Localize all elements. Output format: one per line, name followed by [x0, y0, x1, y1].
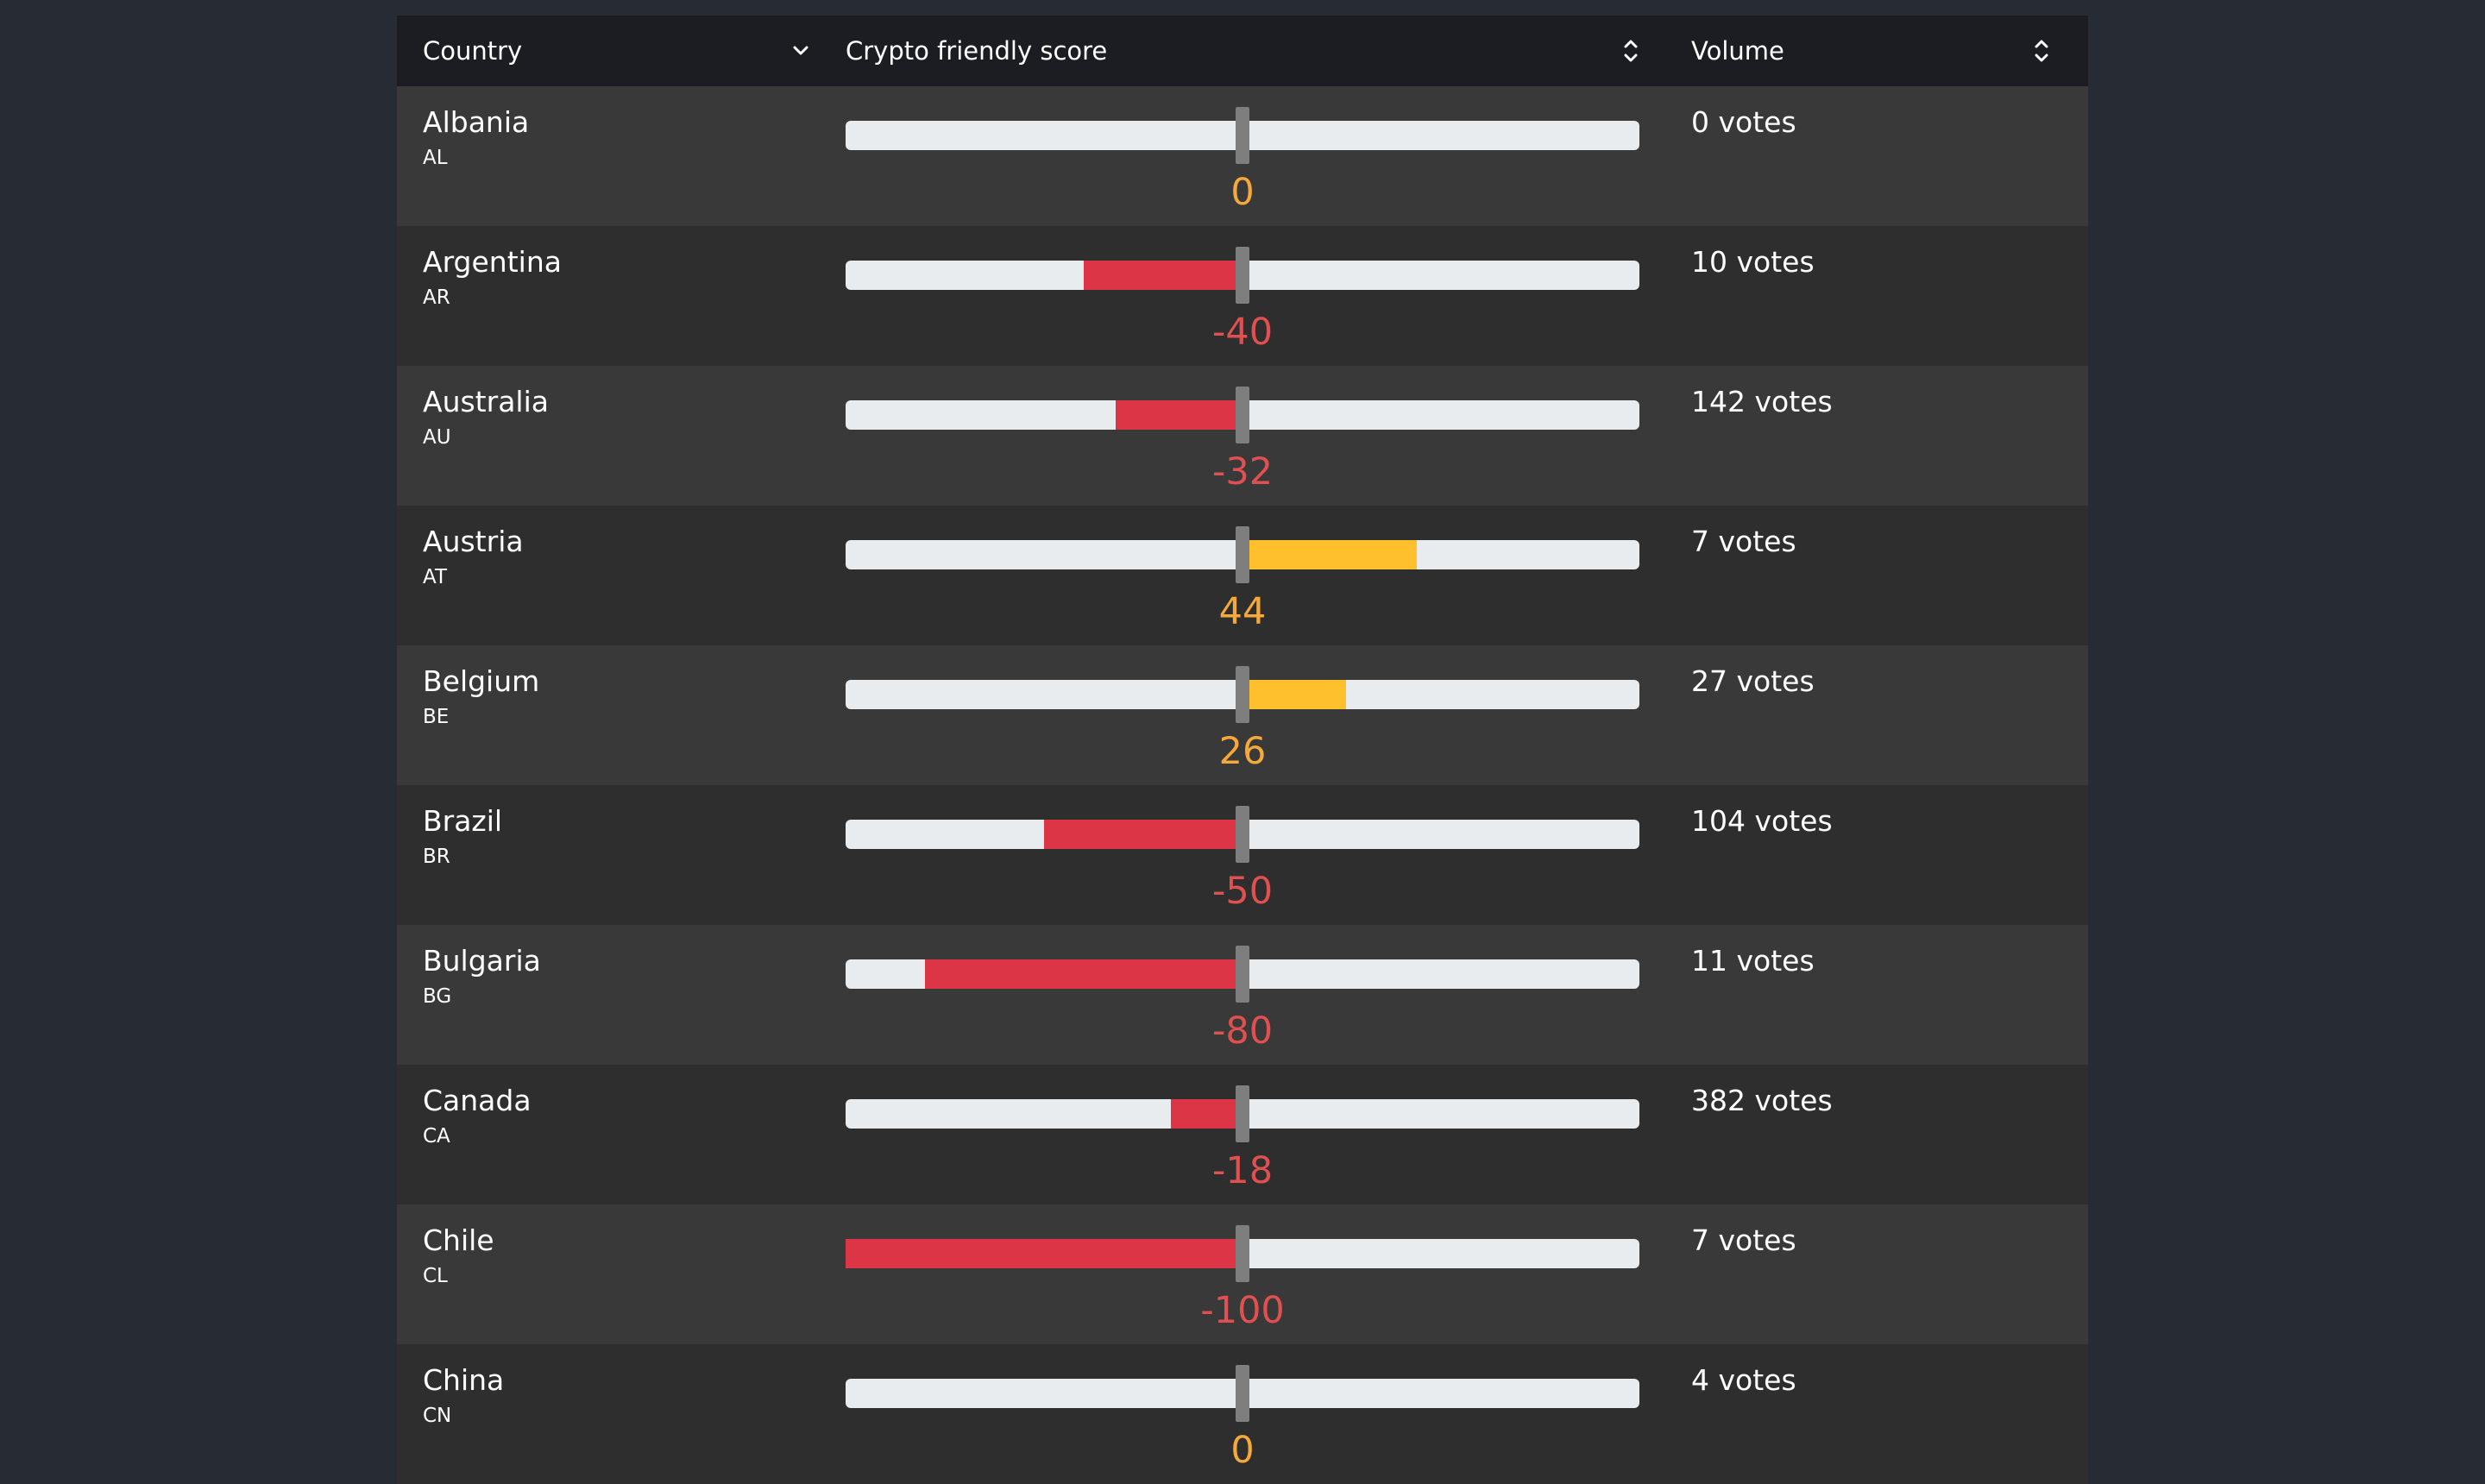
score-value: 26 — [1218, 730, 1267, 773]
country-name: Brazil — [423, 804, 503, 838]
score-value: -32 — [1211, 450, 1274, 494]
vote-count: 11 votes — [1691, 944, 1815, 978]
score-bar — [846, 806, 1639, 863]
score-value: -100 — [1200, 1289, 1285, 1332]
sort-updown-icon[interactable] — [1620, 35, 1641, 66]
vote-count: 382 votes — [1691, 1084, 1833, 1117]
score-fill — [1084, 261, 1242, 290]
score-fill — [1044, 820, 1242, 849]
table-body: Albania AL 0 0 votes Argentina AR -40 10… — [397, 86, 2088, 1484]
vote-count: 0 votes — [1691, 105, 1796, 139]
score-fill — [846, 1239, 1242, 1268]
country-column-header[interactable]: Country — [423, 16, 820, 86]
volume-column-header[interactable]: Volume — [1691, 16, 2071, 86]
table-row[interactable]: Argentina AR -40 10 votes — [397, 226, 2088, 366]
table-row[interactable]: Austria AT 44 7 votes — [397, 506, 2088, 645]
country-code: BG — [423, 985, 452, 1008]
country-name: Austria — [423, 525, 524, 558]
score-center-marker — [1236, 666, 1249, 723]
country-name: Argentina — [423, 245, 562, 279]
score-value: 0 — [1230, 1429, 1255, 1472]
country-score-table: Country Crypto friendly score Volume Alb… — [397, 16, 2088, 1484]
score-bar — [846, 526, 1639, 583]
score-value: -50 — [1211, 870, 1274, 913]
score-fill — [1171, 1099, 1242, 1129]
table-row[interactable]: Canada CA -18 382 votes — [397, 1065, 2088, 1204]
score-fill — [1242, 540, 1418, 569]
score-bar — [846, 247, 1639, 304]
country-code: AU — [423, 426, 451, 449]
country-code: AT — [423, 566, 447, 588]
score-fill — [1115, 400, 1242, 430]
table-row[interactable]: Bulgaria BG -80 11 votes — [397, 925, 2088, 1065]
country-code: AL — [423, 147, 448, 169]
chevron-down-icon[interactable] — [790, 35, 811, 66]
country-code: CN — [423, 1405, 452, 1427]
vote-count: 27 votes — [1691, 664, 1815, 698]
vote-count: 7 votes — [1691, 1223, 1796, 1257]
score-center-marker — [1236, 387, 1249, 443]
country-code: CA — [423, 1125, 450, 1148]
score-center-marker — [1236, 1085, 1249, 1142]
vote-count: 10 votes — [1691, 245, 1815, 279]
vote-count: 7 votes — [1691, 525, 1796, 558]
score-bar — [846, 387, 1639, 443]
score-value: -80 — [1211, 1009, 1274, 1053]
score-bar — [846, 107, 1639, 164]
country-name: Australia — [423, 385, 549, 418]
table-row[interactable]: Brazil BR -50 104 votes — [397, 785, 2088, 925]
score-value: -18 — [1211, 1149, 1274, 1192]
table-row[interactable]: Chile CL -100 7 votes — [397, 1204, 2088, 1344]
score-center-marker — [1236, 1225, 1249, 1282]
table-row[interactable]: Australia AU -32 142 votes — [397, 366, 2088, 506]
score-center-marker — [1236, 1365, 1249, 1422]
score-center-marker — [1236, 247, 1249, 304]
country-name: Chile — [423, 1223, 494, 1257]
country-name: Belgium — [423, 664, 540, 698]
vote-count: 142 votes — [1691, 385, 1833, 418]
country-code: BR — [423, 846, 450, 868]
score-bar — [846, 946, 1639, 1003]
country-header-label: Country — [423, 36, 523, 66]
country-name: China — [423, 1363, 505, 1397]
vote-count: 4 votes — [1691, 1363, 1796, 1397]
score-fill — [925, 959, 1242, 989]
score-bar — [846, 1225, 1639, 1282]
score-bar — [846, 666, 1639, 723]
vote-count: 104 votes — [1691, 804, 1833, 838]
country-name: Bulgaria — [423, 944, 541, 978]
sort-updown-icon[interactable] — [2031, 35, 2052, 66]
score-center-marker — [1236, 806, 1249, 863]
score-center-marker — [1236, 526, 1249, 583]
country-name: Canada — [423, 1084, 532, 1117]
score-fill — [1242, 680, 1346, 709]
score-bar — [846, 1365, 1639, 1422]
table-row[interactable]: Belgium BE 26 27 votes — [397, 645, 2088, 785]
country-code: CL — [423, 1265, 448, 1287]
volume-header-label: Volume — [1691, 36, 1784, 66]
score-bar — [846, 1085, 1639, 1142]
score-header-label: Crypto friendly score — [846, 36, 1108, 66]
table-row[interactable]: Albania AL 0 0 votes — [397, 86, 2088, 226]
score-center-marker — [1236, 107, 1249, 164]
score-value: 0 — [1230, 171, 1255, 214]
country-code: AR — [423, 286, 450, 309]
country-name: Albania — [423, 105, 530, 139]
score-column-header[interactable]: Crypto friendly score — [846, 16, 1657, 86]
score-center-marker — [1236, 946, 1249, 1003]
table-row[interactable]: China CN 0 4 votes — [397, 1344, 2088, 1484]
score-value: -40 — [1211, 311, 1274, 354]
score-value: 44 — [1218, 590, 1267, 633]
table-header: Country Crypto friendly score Volume — [397, 16, 2088, 86]
country-code: BE — [423, 706, 450, 728]
